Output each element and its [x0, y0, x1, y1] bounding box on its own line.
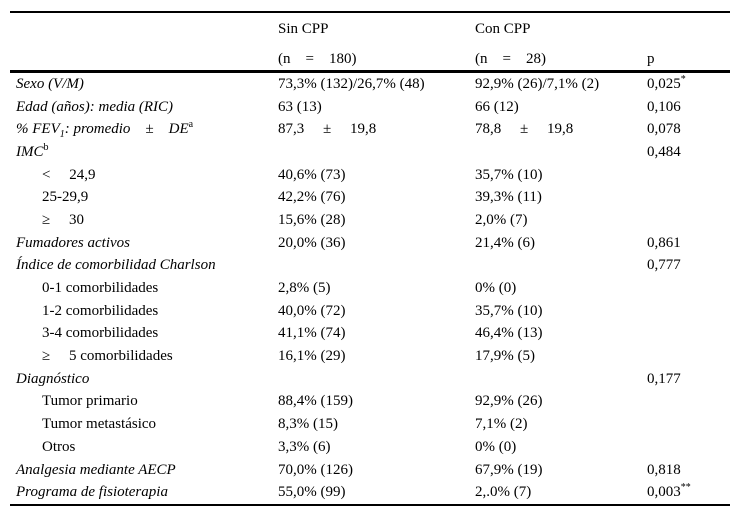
- sin-cpp-value: 70,0% (126): [278, 461, 353, 478]
- table-row: % FEV1: promedio ± DEa 87,3 ± 19,8 78,8 …: [10, 118, 730, 141]
- sin-cpp-value: 15,6% (28): [278, 211, 346, 228]
- sin-cpp-value: 42,2% (76): [278, 189, 346, 206]
- p-value: 0,861: [647, 234, 681, 251]
- row-label: 1-2 comorbilidades: [42, 302, 159, 319]
- con-cpp-value: 0% (0): [475, 280, 517, 297]
- table-row: Sexo (V/M) 73,3% (132)/26,7% (48) 92,9% …: [10, 73, 730, 96]
- header-spacer: [647, 19, 730, 39]
- con-cpp-value: 92,9% (26)/7,1% (2): [475, 75, 600, 92]
- header-sin-cpp-n: (n = 180): [278, 51, 357, 67]
- sin-cpp-value: 55,0% (99): [278, 484, 346, 501]
- sin-cpp-value: 16,1% (29): [278, 348, 346, 365]
- row-label: IMCb: [16, 141, 49, 160]
- sin-cpp-value: 63 (13): [278, 98, 322, 115]
- con-cpp-value: 92,9% (26): [475, 393, 543, 410]
- comparison-table: Sin CPP Con CPP (n = 180) (n = 28) p Sex…: [10, 11, 730, 507]
- header-con-cpp-n: (n = 28): [475, 51, 546, 67]
- header-con-cpp: Con CPP: [475, 21, 531, 37]
- table-body: Sexo (V/M) 73,3% (132)/26,7% (48) 92,9% …: [10, 73, 730, 504]
- sin-cpp-value: 40,6% (73): [278, 166, 346, 183]
- sin-cpp-value: 8,3% (15): [278, 416, 338, 433]
- p-value: 0,818: [647, 461, 681, 478]
- header-p: p: [647, 51, 655, 67]
- p-value: 0,003**: [647, 482, 691, 501]
- table-header-rule: [10, 70, 730, 73]
- table-row: < 24,9 40,6% (73) 35,7% (10): [10, 164, 730, 187]
- table-row: Fumadores activos 20,0% (36) 21,4% (6) 0…: [10, 232, 730, 255]
- sin-cpp-value: 3,3% (6): [278, 438, 331, 455]
- sin-cpp-value: 88,4% (159): [278, 393, 353, 410]
- con-cpp-value: 2,.0% (7): [475, 484, 532, 501]
- row-label: Tumor primario: [42, 393, 138, 410]
- header-sin-cpp: Sin CPP: [278, 21, 329, 37]
- row-label: < 24,9: [42, 166, 96, 183]
- con-cpp-value: 46,4% (13): [475, 325, 543, 342]
- table-row: Índice de comorbilidad Charlson 0,777: [10, 255, 730, 278]
- table-row: Analgesia mediante AECP 70,0% (126) 67,9…: [10, 459, 730, 482]
- header-spacer: [16, 19, 278, 39]
- con-cpp-value: 35,7% (10): [475, 166, 543, 183]
- row-label: Analgesia mediante AECP: [16, 461, 176, 478]
- row-label: Edad (años): media (RIC): [16, 98, 174, 115]
- header-spacer: [16, 49, 278, 69]
- row-label: ≥ 5 comorbilidades: [42, 348, 173, 365]
- con-cpp-value: 0% (0): [475, 438, 517, 455]
- table-row: Tumor metastásico 8,3% (15) 7,1% (2): [10, 413, 730, 436]
- sin-cpp-value: 87,3 ± 19,8: [278, 121, 377, 138]
- sin-cpp-value: 2,8% (5): [278, 280, 331, 297]
- table-row: Edad (años): media (RIC) 63 (13) 66 (12)…: [10, 96, 730, 119]
- p-value: 0,484: [647, 143, 681, 160]
- p-value: 0,025*: [647, 73, 686, 92]
- row-label: Programa de fisioterapia: [16, 484, 168, 501]
- table-row: Otros 3,3% (6) 0% (0): [10, 436, 730, 459]
- p-value: 0,078: [647, 121, 681, 138]
- con-cpp-value: 39,3% (11): [475, 189, 542, 206]
- row-label: Otros: [42, 438, 76, 455]
- row-label: 3-4 comorbilidades: [42, 325, 159, 342]
- con-cpp-value: 67,9% (19): [475, 461, 543, 478]
- row-label: Índice de comorbilidad Charlson: [16, 257, 216, 274]
- table-row: 0-1 comorbilidades 2,8% (5) 0% (0): [10, 277, 730, 300]
- row-label: Tumor metastásico: [42, 416, 157, 433]
- table-bottom-rule: [10, 504, 730, 507]
- con-cpp-value: 78,8 ± 19,8: [475, 121, 574, 138]
- table-row: 3-4 comorbilidades 41,1% (74) 46,4% (13): [10, 323, 730, 346]
- sin-cpp-value: 20,0% (36): [278, 234, 346, 251]
- con-cpp-value: 17,9% (5): [475, 348, 535, 365]
- table-row: ≥ 5 comorbilidades 16,1% (29) 17,9% (5): [10, 345, 730, 368]
- table-row: 1-2 comorbilidades 40,0% (72) 35,7% (10): [10, 300, 730, 323]
- table-row: IMCb 0,484: [10, 141, 730, 164]
- row-label: ≥ 30: [42, 211, 84, 228]
- con-cpp-value: 35,7% (10): [475, 302, 543, 319]
- con-cpp-value: 66 (12): [475, 98, 519, 115]
- row-label: 0-1 comorbilidades: [42, 280, 159, 297]
- sin-cpp-value: 73,3% (132)/26,7% (48): [278, 75, 425, 92]
- con-cpp-value: 2,0% (7): [475, 211, 528, 228]
- row-label: 25-29,9: [42, 189, 89, 206]
- row-label: % FEV1: promedio ± DEa: [16, 119, 194, 141]
- p-value: 0,177: [647, 370, 681, 387]
- row-label: Fumadores activos: [16, 234, 131, 251]
- p-value: 0,777: [647, 257, 681, 274]
- row-label: Sexo (V/M): [16, 75, 84, 92]
- row-label: Diagnóstico: [16, 370, 90, 387]
- table-row: Tumor primario 88,4% (159) 92,9% (26): [10, 391, 730, 414]
- p-value: 0,106: [647, 98, 681, 115]
- table-row: Diagnóstico 0,177: [10, 368, 730, 391]
- table-header: Sin CPP Con CPP (n = 180) (n = 28) p: [10, 13, 730, 70]
- con-cpp-value: 7,1% (2): [475, 416, 528, 433]
- table-row: Programa de fisioterapia 55,0% (99) 2,.0…: [10, 481, 730, 504]
- con-cpp-value: 21,4% (6): [475, 234, 535, 251]
- table-top-rule: [10, 11, 730, 13]
- table-row: 25-29,9 42,2% (76) 39,3% (11): [10, 186, 730, 209]
- sin-cpp-value: 41,1% (74): [278, 325, 346, 342]
- sin-cpp-value: 40,0% (72): [278, 302, 346, 319]
- table-row: ≥ 30 15,6% (28) 2,0% (7): [10, 209, 730, 232]
